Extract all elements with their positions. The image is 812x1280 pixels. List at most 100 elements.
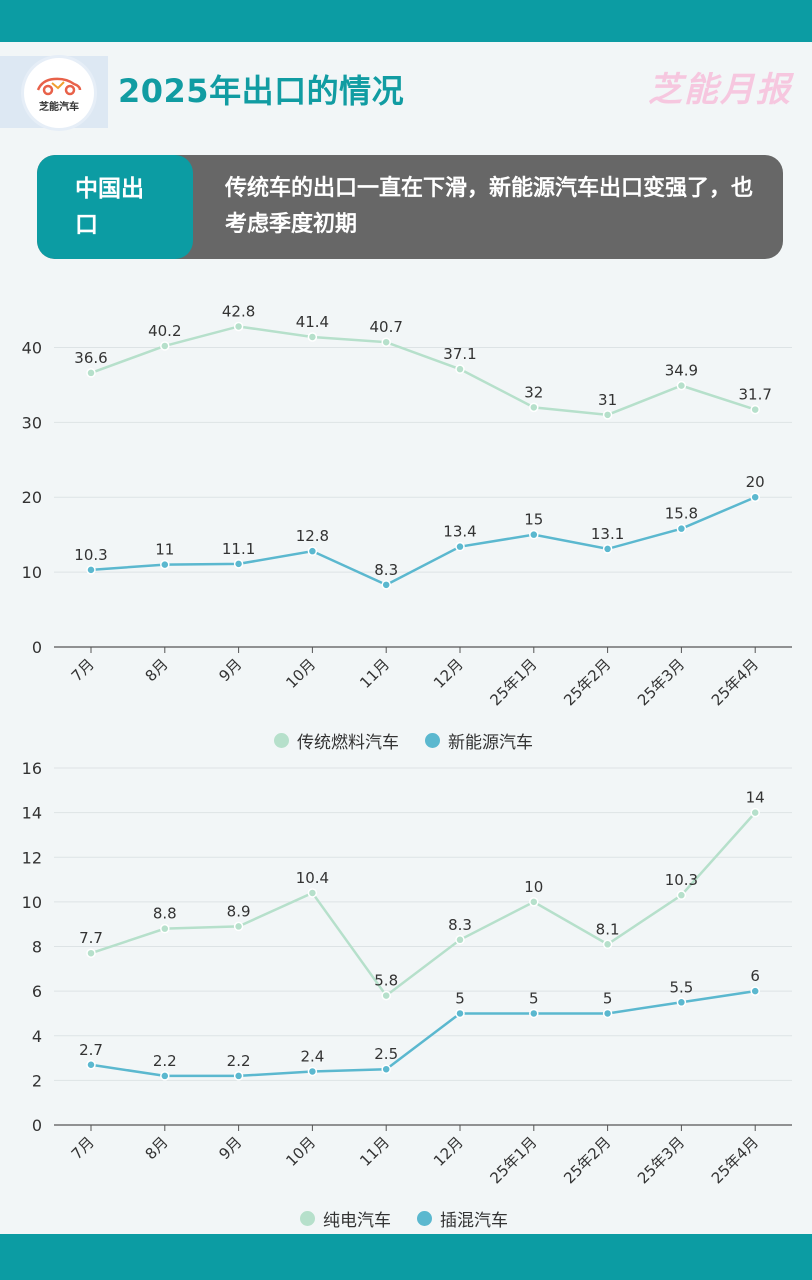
data-point <box>307 332 318 342</box>
x-tick-label: 8月 <box>142 655 172 685</box>
x-tick-label: 25年1月 <box>486 655 540 709</box>
data-label: 8.3 <box>374 561 398 579</box>
data-label: 5 <box>529 989 539 1007</box>
data-point <box>676 890 687 900</box>
data-label: 31.7 <box>738 386 771 404</box>
data-label: 10 <box>524 878 543 896</box>
data-point <box>160 341 170 351</box>
data-label: 36.6 <box>74 349 107 367</box>
data-label: 40.7 <box>369 318 402 336</box>
series-line-0 <box>90 811 757 998</box>
data-label: 41.4 <box>296 313 329 331</box>
data-point <box>455 935 465 945</box>
data-point <box>529 529 539 540</box>
data-label: 31 <box>598 391 617 409</box>
x-tick-label: 25年4月 <box>708 655 762 709</box>
data-label: 13.1 <box>591 525 624 543</box>
banner-tag-text: 中国出口 <box>75 176 144 238</box>
data-point <box>750 492 760 502</box>
x-tick-label: 7月 <box>68 1133 98 1163</box>
y-tick-label: 10 <box>22 563 42 582</box>
data-label: 10.3 <box>74 546 107 564</box>
data-label: 11.1 <box>222 540 255 558</box>
x-tick-label: 9月 <box>215 1133 245 1163</box>
data-point <box>602 1008 613 1019</box>
data-label: 2.5 <box>374 1045 398 1063</box>
y-tick-label: 16 <box>22 760 42 778</box>
data-label: 2.2 <box>227 1052 251 1070</box>
data-point <box>676 523 687 534</box>
data-label: 2.4 <box>300 1047 324 1065</box>
data-point <box>233 921 244 932</box>
y-tick-label: 4 <box>32 1027 42 1046</box>
legend-chart-2: 纯电汽车 插混汽车 <box>300 1206 508 1231</box>
data-point <box>381 1064 391 1074</box>
x-tick-label: 25年1月 <box>486 1133 540 1187</box>
data-point <box>381 337 391 347</box>
data-label: 42.8 <box>222 302 255 320</box>
x-tick-label: 25年2月 <box>560 655 614 709</box>
legend-dot-icon <box>425 733 440 748</box>
y-tick-label: 30 <box>22 413 42 432</box>
y-tick-label: 0 <box>32 638 42 657</box>
data-point <box>455 1008 465 1019</box>
data-point <box>676 380 687 391</box>
data-label: 2.2 <box>153 1052 177 1070</box>
bottom-bar <box>0 1234 812 1280</box>
chart-export-fuel-vs-nev: 0 10 20 30 40 7月 8月 9月 10月 11月 12月 25年1月 25年2月 25年3月 2… <box>22 302 792 709</box>
data-point <box>160 559 170 570</box>
data-point <box>86 1060 96 1070</box>
data-label: 13.4 <box>443 523 476 541</box>
data-point <box>233 321 244 332</box>
data-point <box>750 404 760 415</box>
legend-item-1: 新能源汽车 <box>425 728 533 753</box>
x-tick-label: 11月 <box>356 1133 393 1170</box>
legend-label: 纯电汽车 <box>323 1211 391 1231</box>
legend-dot-icon <box>274 733 289 748</box>
logo: 芝能汽车 <box>24 58 94 128</box>
x-tick-label: 10月 <box>282 655 319 692</box>
legend-label: 新能源汽车 <box>448 733 533 753</box>
data-label: 20 <box>746 473 765 491</box>
x-tick-label: 12月 <box>430 655 467 692</box>
data-point <box>602 939 613 950</box>
series-line-1 <box>90 496 756 587</box>
y-tick-label: 40 <box>22 338 42 357</box>
legend-item-0: 纯电汽车 <box>300 1206 391 1231</box>
data-point <box>233 559 244 569</box>
data-point <box>86 368 96 378</box>
data-point <box>529 1008 539 1019</box>
data-point <box>381 580 391 590</box>
data-point <box>307 1066 318 1077</box>
data-label: 10.3 <box>665 871 698 889</box>
data-label: 34.9 <box>665 362 698 380</box>
data-label: 40.2 <box>148 322 181 340</box>
y-tick-label: 20 <box>22 488 42 507</box>
legend-item-1: 插混汽车 <box>417 1206 508 1231</box>
x-tick-label: 9月 <box>215 655 245 685</box>
legend-label: 传统燃料汽车 <box>297 733 399 753</box>
data-point <box>529 897 539 907</box>
data-label: 12.8 <box>296 527 329 545</box>
data-label: 14 <box>746 789 765 807</box>
chart-export-bev-vs-phev: 0 2 4 6 8 10 12 14 16 7月 8月 9月 10月 11月 12月 25年1月 25年2月 25… <box>22 760 792 1187</box>
data-point <box>86 565 96 575</box>
x-tick-label: 8月 <box>142 1133 172 1163</box>
y-tick-label: 8 <box>32 938 42 957</box>
banner-tag <box>37 155 193 259</box>
data-point <box>160 1071 170 1081</box>
y-tick-label: 2 <box>32 1071 42 1090</box>
data-label: 8.1 <box>596 920 620 938</box>
summary-banner: 中国出口 传统车的出口一直在下滑，新能源汽车出口变强了，也考虑季度初期 <box>37 155 783 259</box>
x-tick-label: 25年3月 <box>634 1133 688 1187</box>
data-label: 8.9 <box>227 902 251 920</box>
data-label: 5 <box>455 989 465 1007</box>
banner-text: 传统车的出口一直在下滑，新能源汽车出口变强了，也考虑季度初期 <box>225 176 754 237</box>
page-title: 2025年出口的情况 <box>118 72 405 110</box>
logo-text: 芝能汽车 <box>39 101 79 113</box>
data-label: 32 <box>524 383 543 401</box>
data-point <box>750 986 760 996</box>
y-tick-label: 0 <box>32 1116 42 1135</box>
x-tick-label: 25年2月 <box>560 1133 614 1187</box>
data-label: 5.5 <box>669 978 693 996</box>
